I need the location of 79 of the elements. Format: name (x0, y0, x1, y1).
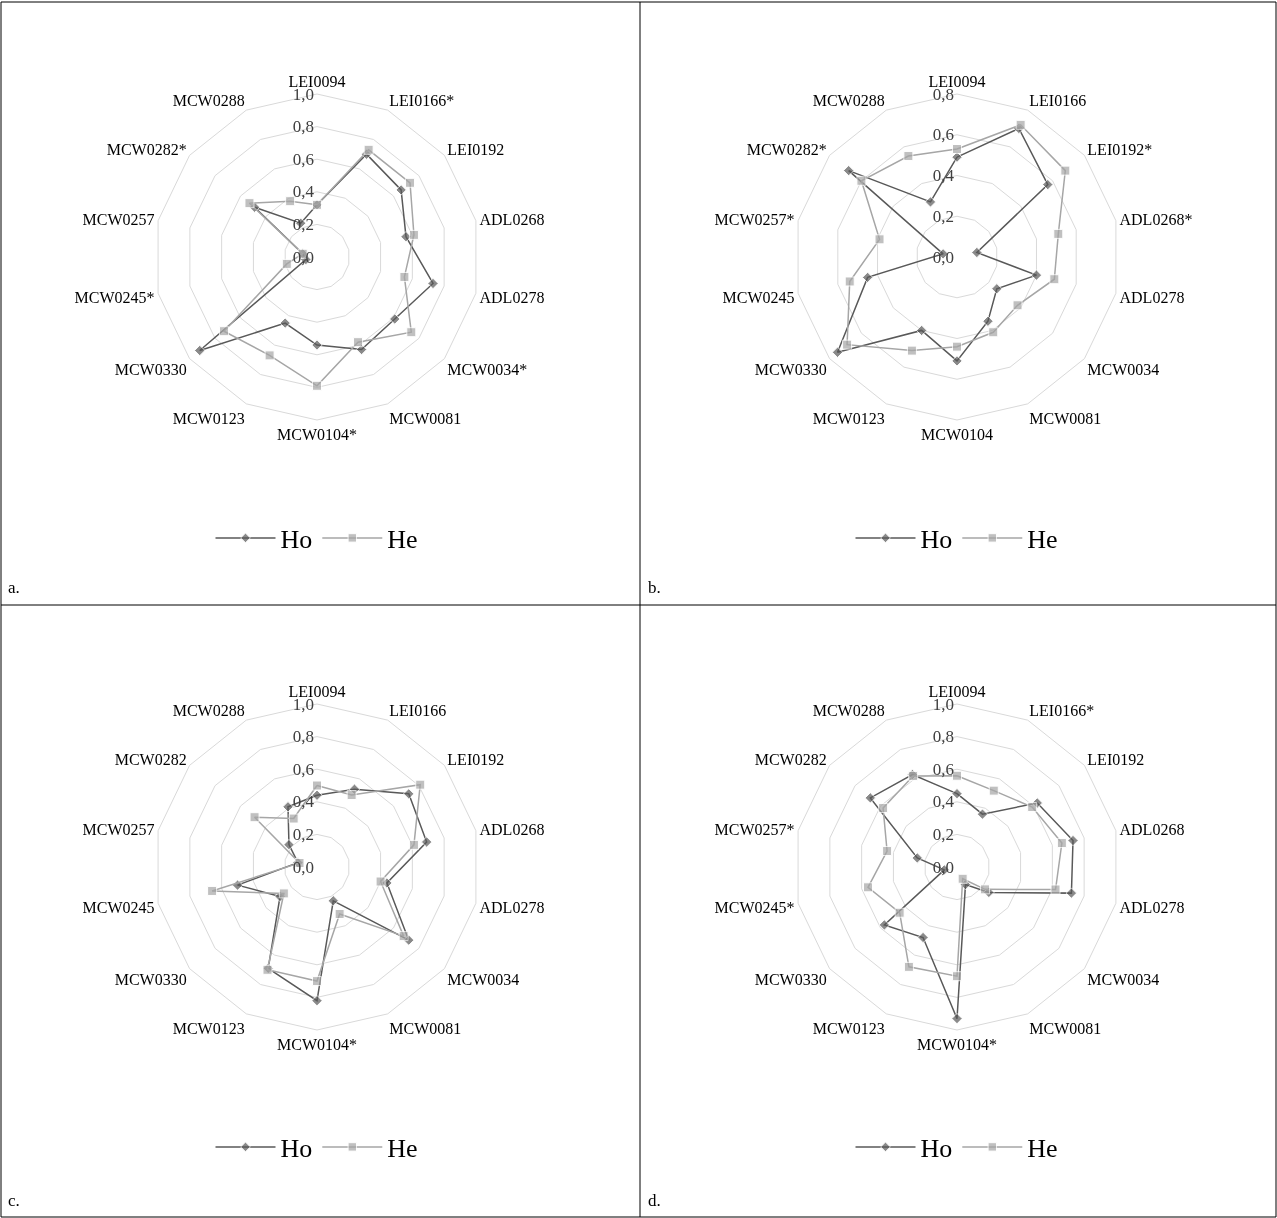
spoke-label: ADL0278 (1119, 289, 1185, 307)
y-tick-label: 0,2 (292, 824, 314, 844)
spoke-label: MCW0288 (812, 702, 885, 720)
spoke-label: MCW0330 (114, 971, 187, 989)
legend-label: Ho (920, 1134, 953, 1164)
y-tick-label: 0,6 (932, 759, 954, 779)
spoke-label: MCW0081 (1029, 410, 1102, 428)
spoke-label: MCW0288 (172, 92, 245, 110)
y-tick-label: 0,8 (932, 727, 954, 747)
legend-label: Ho (920, 525, 953, 555)
spoke-label: MCW0034* (447, 361, 528, 379)
spoke-label: LEI0192 (1087, 751, 1145, 769)
spoke-label: MCW0257 (82, 820, 155, 838)
spoke-label: MCW0104* (917, 1035, 997, 1053)
y-tick-label: 0,4 (292, 182, 315, 202)
spoke-label: MCW0282 (114, 751, 187, 769)
spoke-label: MCW0034 (447, 971, 520, 989)
y-tick-label: 0,2 (292, 214, 314, 234)
y-tick-label: 0,6 (932, 125, 954, 145)
legend-label: He (387, 1134, 418, 1164)
spoke-label: MCW0123 (172, 410, 245, 428)
text: d. (648, 1191, 661, 1210)
y-tick-label: 0,8 (292, 727, 314, 747)
y-tick-label: 0,2 (932, 824, 954, 844)
spoke-label: MCW0282* (106, 141, 187, 159)
spoke-label: MCW0104 (921, 425, 993, 443)
y-tick-label: 0,6 (292, 759, 314, 779)
spoke-label: ADL0268 (1119, 820, 1185, 838)
spoke-label: MCW0245* (714, 899, 795, 917)
spoke-label: MCW0081 (389, 1020, 462, 1038)
spoke-label: MCW0245* (74, 289, 155, 307)
y-tick-label: 0,6 (292, 149, 314, 169)
spoke-label: LEI0166* (1029, 702, 1095, 720)
spoke-label: MCW0288 (812, 92, 885, 110)
spoke-label: LEI0166 (389, 702, 447, 720)
legend-label: Ho (280, 1134, 313, 1164)
spoke-label: MCW0257 (82, 210, 155, 228)
spoke-label: ADL0268* (1119, 210, 1193, 228)
y-tick-label: 0,2 (932, 206, 954, 226)
spoke-label: ADL0278 (479, 899, 545, 917)
legend-label: He (1027, 1134, 1058, 1164)
spoke-label: MCW0330 (754, 361, 827, 379)
spoke-label: ADL0278 (479, 289, 545, 307)
spoke-label: MCW0034 (1087, 971, 1160, 989)
legend-label: He (387, 525, 418, 555)
spoke-label: MCW0081 (389, 410, 462, 428)
spoke-label: MCW0282* (746, 141, 827, 159)
spoke-label: MCW0123 (172, 1020, 245, 1038)
y-tick-label: 0,0 (292, 857, 314, 877)
spoke-label: MCW0257* (714, 820, 795, 838)
spoke-label: MCW0081 (1029, 1020, 1102, 1038)
spoke-label: MCW0282 (754, 751, 827, 769)
spoke-label: LEI0166 (1029, 92, 1087, 110)
spoke-label: MCW0257* (714, 210, 795, 228)
spoke-label: MCW0330 (114, 361, 187, 379)
text: a. (8, 578, 20, 597)
y-tick-label: 0,8 (292, 117, 314, 137)
y-tick-label: 0,0 (292, 247, 314, 267)
legend-label: Ho (280, 525, 313, 555)
spoke-label: ADL0278 (1119, 899, 1185, 917)
spoke-label: ADL0268 (479, 210, 545, 228)
text: c. (8, 1191, 20, 1210)
legend-label: He (1027, 525, 1058, 555)
spoke-label: MCW0034 (1087, 361, 1160, 379)
spoke-label: LEI0192* (1087, 141, 1153, 159)
spoke-label: MCW0123 (812, 410, 885, 428)
spoke-label: MCW0245 (82, 899, 155, 917)
spoke-label: MCW0288 (172, 702, 245, 720)
spoke-label: MCW0245 (722, 289, 795, 307)
spoke-label: LEI0192 (447, 141, 505, 159)
spoke-label: MCW0123 (812, 1020, 885, 1038)
spoke-label: MCW0104* (277, 425, 357, 443)
text: b. (648, 578, 661, 597)
spoke-label: ADL0268 (479, 820, 545, 838)
y-tick-label: 0,4 (932, 792, 955, 812)
spoke-label: LEI0192 (447, 751, 505, 769)
spoke-label: LEI0166* (389, 92, 455, 110)
spoke-label: MCW0104* (277, 1035, 357, 1053)
spoke-label: MCW0330 (754, 971, 827, 989)
